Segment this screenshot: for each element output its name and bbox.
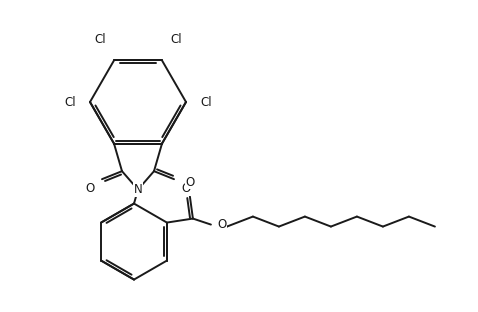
Text: O: O <box>86 182 95 195</box>
Text: O: O <box>217 218 226 231</box>
Text: Cl: Cl <box>200 95 212 109</box>
Text: Cl: Cl <box>170 33 182 46</box>
Text: O: O <box>181 182 190 195</box>
Text: N: N <box>134 183 142 196</box>
Text: O: O <box>185 176 195 188</box>
Text: Cl: Cl <box>94 33 106 46</box>
Text: Cl: Cl <box>65 95 76 109</box>
